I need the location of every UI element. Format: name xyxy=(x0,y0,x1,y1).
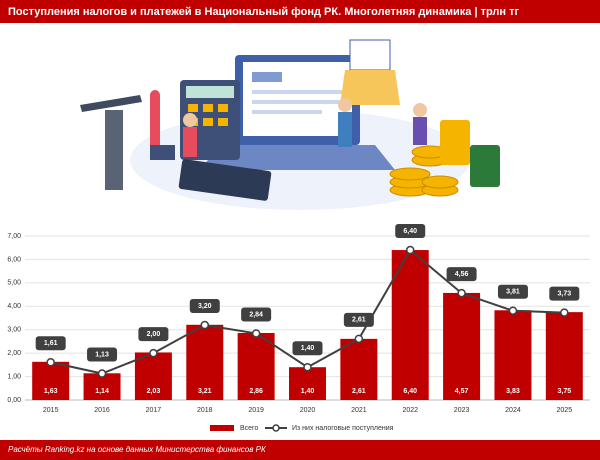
line-marker xyxy=(200,320,210,330)
line-marker xyxy=(508,306,518,315)
line-label: 6,40 xyxy=(403,228,417,235)
bar-label: 1,14 xyxy=(95,388,109,395)
legend-swatch xyxy=(210,425,234,431)
y-tick-label: 0,00 xyxy=(7,397,21,404)
legend-label: Всего xyxy=(240,425,258,432)
header-bar xyxy=(0,0,600,23)
line-marker xyxy=(457,288,466,298)
line-marker xyxy=(560,308,569,317)
footer: Расчёты Ranking.kz на основе данных Мини… xyxy=(8,445,267,454)
y-tick-label: 6,00 xyxy=(7,256,21,263)
label-box xyxy=(189,299,220,314)
x-tick-label: 2021 xyxy=(351,407,367,414)
label-box xyxy=(35,336,66,351)
x-tick-label: 2023 xyxy=(454,407,470,414)
x-tick-label: 2016 xyxy=(94,407,110,414)
label-box xyxy=(292,341,323,356)
y-tick-label: 7,00 xyxy=(7,233,21,240)
bar-label: 3,83 xyxy=(506,388,520,395)
line-label: 2,84 xyxy=(249,311,263,318)
y-tick-label: 4,00 xyxy=(7,303,21,310)
line-marker xyxy=(405,245,415,255)
y-tick-label: 2,00 xyxy=(7,350,21,357)
bar xyxy=(443,292,481,400)
label-box xyxy=(497,284,528,299)
label-box xyxy=(446,267,477,282)
bar-label: 3,75 xyxy=(558,388,572,395)
bar-label: 2,03 xyxy=(147,388,161,395)
x-tick-label: 2018 xyxy=(197,407,213,414)
bar xyxy=(391,250,429,400)
bar-label: 1,40 xyxy=(301,388,315,395)
line-label: 2,61 xyxy=(352,317,366,324)
line-label: 1,61 xyxy=(44,340,58,347)
bar xyxy=(340,338,378,400)
bar xyxy=(237,332,275,400)
y-tick-label: 3,00 xyxy=(7,327,21,334)
line-marker xyxy=(97,369,107,378)
bar-label: 2,86 xyxy=(249,388,263,395)
bar xyxy=(494,310,532,400)
x-tick-label: 2024 xyxy=(505,407,521,414)
x-tick-label: 2022 xyxy=(402,407,418,414)
label-box xyxy=(343,312,374,327)
bar-label: 6,40 xyxy=(403,388,417,395)
legend: Всего Из них налоговые поступления xyxy=(210,424,394,432)
bar-label: 4,57 xyxy=(455,388,469,395)
bar-label: 3,21 xyxy=(198,388,212,395)
line-label: 3,73 xyxy=(558,290,572,297)
y-tick-label: 1,00 xyxy=(7,373,21,380)
label-box xyxy=(241,307,272,322)
line-marker xyxy=(149,348,158,358)
footer-bar xyxy=(0,440,600,460)
bar-label: 2,61 xyxy=(352,388,366,395)
line-marker xyxy=(354,334,364,344)
chart-title: Поступления налогов и платежей в Национа… xyxy=(8,6,519,18)
x-tick-label: 2017 xyxy=(146,407,162,414)
line-label: 4,56 xyxy=(455,271,469,278)
line-label: 1,40 xyxy=(301,345,315,352)
label-box xyxy=(395,224,426,239)
x-tick-label: 2020 xyxy=(300,407,316,414)
label-box xyxy=(138,327,169,342)
line-label: 3,81 xyxy=(506,289,520,296)
bar xyxy=(134,352,172,400)
line-label: 1,13 xyxy=(95,351,109,358)
y-tick-label: 5,00 xyxy=(7,280,21,287)
x-tick-label: 2025 xyxy=(557,407,573,414)
bar-label: 1,63 xyxy=(44,388,58,395)
illustration xyxy=(80,39,500,210)
line-marker xyxy=(303,362,312,372)
line-marker xyxy=(251,329,261,338)
legend-label: Из них налоговые поступления xyxy=(292,425,394,432)
bar xyxy=(32,361,70,400)
line-label: 3,20 xyxy=(198,303,212,310)
legend-marker xyxy=(272,424,280,432)
x-tick-label: 2019 xyxy=(248,407,264,414)
line-marker xyxy=(46,358,55,367)
x-tick-label: 2015 xyxy=(43,407,59,414)
label-box xyxy=(87,347,118,362)
line-label: 2,00 xyxy=(147,331,161,338)
bar xyxy=(186,324,224,400)
bar xyxy=(289,367,326,400)
bar xyxy=(545,312,583,400)
label-box xyxy=(549,286,580,301)
